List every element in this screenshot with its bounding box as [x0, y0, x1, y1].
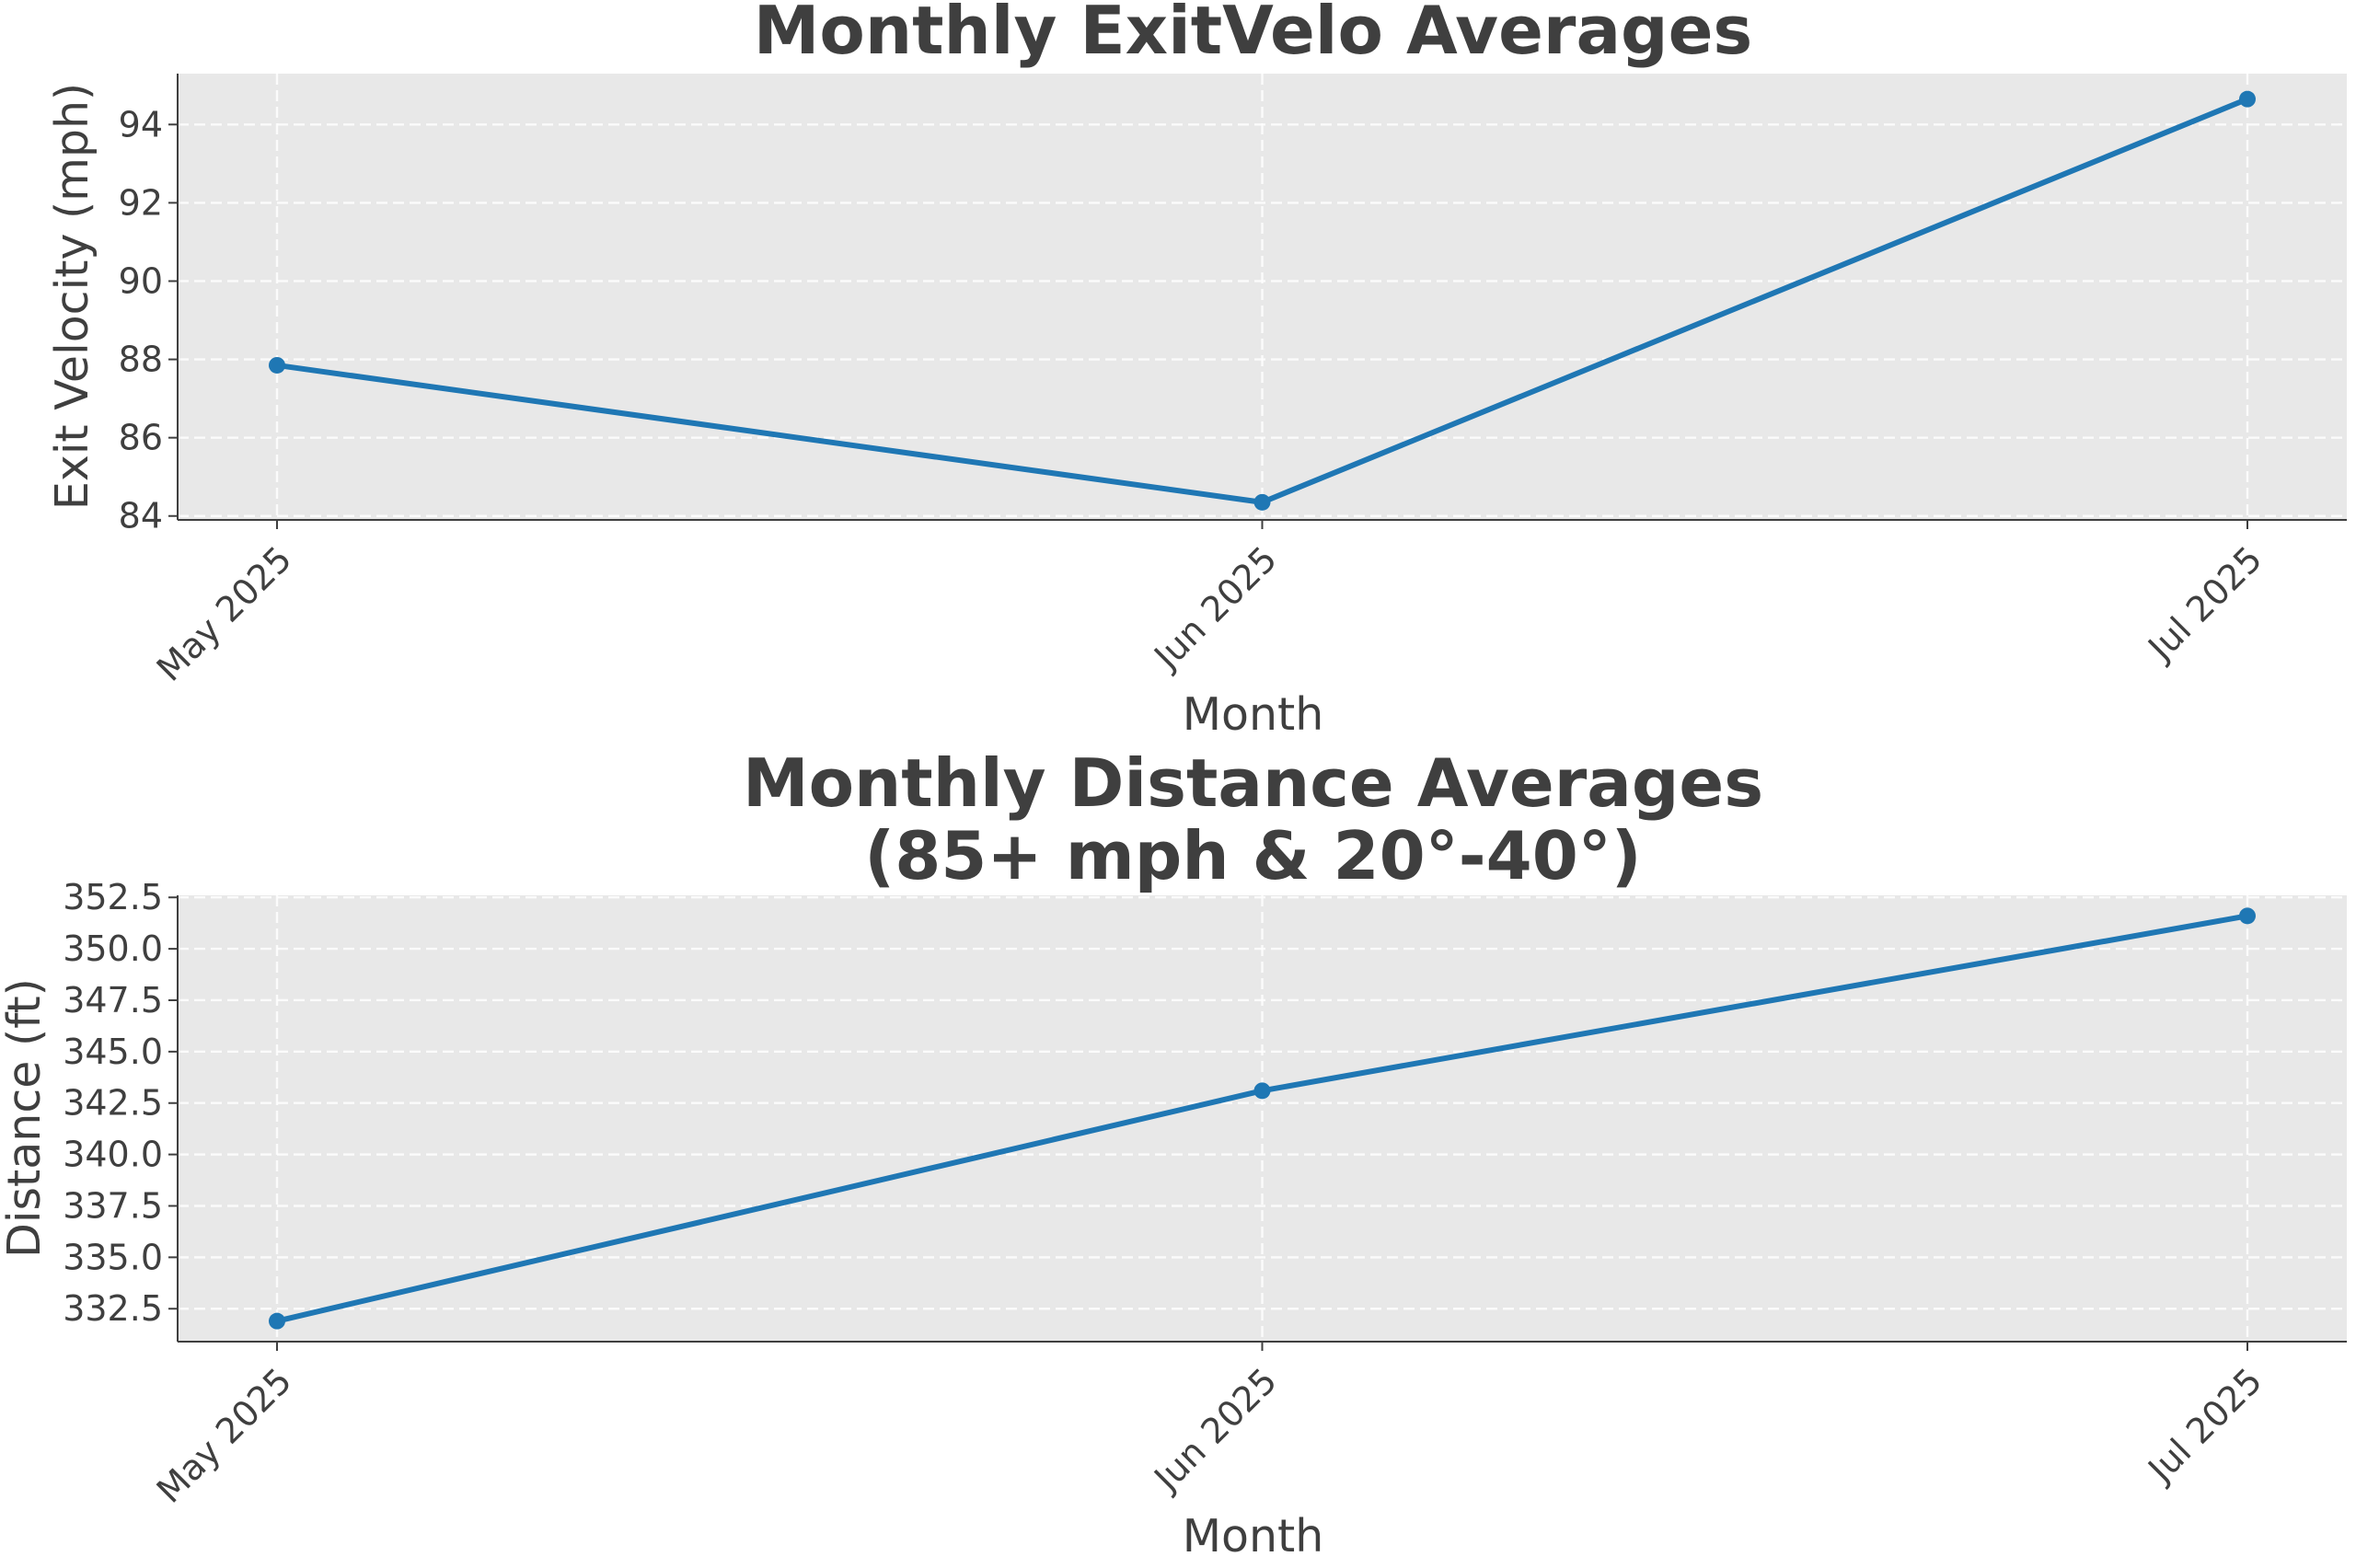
data-point — [269, 356, 285, 374]
data-point — [1253, 1082, 1271, 1100]
chart-title: Monthly Distance Averages (85+ mph & 20°-… — [743, 744, 1763, 894]
y-tick-label: 345.0 — [63, 1032, 163, 1072]
chart-panel-1: 84 86 88 90 92 94 May 2025 Jun 2025 Jul 2025 Mont… — [46, 0, 2347, 741]
x-tick-label: May 2025 — [149, 538, 300, 689]
x-tick-label: Jun 2025 — [1145, 538, 1284, 677]
data-point — [2239, 90, 2256, 108]
y-tick-label: 86 — [119, 418, 163, 458]
x-tick-label: Jul 2025 — [2139, 538, 2269, 669]
y-tick-label: 88 — [119, 340, 163, 380]
y-tick-label: 347.5 — [63, 980, 163, 1020]
y-tick-label: 337.5 — [63, 1185, 163, 1226]
x-tick-label: Jun 2025 — [1145, 1360, 1284, 1499]
data-point — [1253, 493, 1271, 511]
y-tick-label: 84 — [119, 496, 163, 536]
chart-panel-2: 332.5 335.0 337.5 340.0 342.5 345.0 347.5 350.0… — [0, 744, 2347, 1562]
y-tick-label: 350.0 — [63, 928, 163, 969]
y-tick-label: 92 — [119, 182, 163, 223]
y-tick-label: 94 — [119, 104, 163, 144]
y-tick-label: 90 — [119, 260, 163, 301]
x-axis-label: Month — [1183, 1510, 1324, 1562]
y-tick-label: 332.5 — [63, 1288, 163, 1329]
y-tick-label: 335.0 — [63, 1237, 163, 1277]
y-axis-label: Exit Velocity (mph) — [46, 83, 98, 510]
y-axis-label: Distance (ft) — [0, 978, 51, 1258]
y-tick-label: 352.5 — [63, 877, 163, 917]
chart-title: Monthly ExitVelo Averages — [754, 0, 1753, 69]
data-point — [269, 1312, 285, 1330]
x-tick-label: May 2025 — [149, 1360, 300, 1511]
x-axis-label: Month — [1183, 688, 1324, 741]
data-point — [2239, 907, 2256, 925]
x-tick-label: Jul 2025 — [2139, 1360, 2269, 1491]
y-tick-label: 342.5 — [63, 1083, 163, 1124]
y-tick-label: 340.0 — [63, 1135, 163, 1175]
